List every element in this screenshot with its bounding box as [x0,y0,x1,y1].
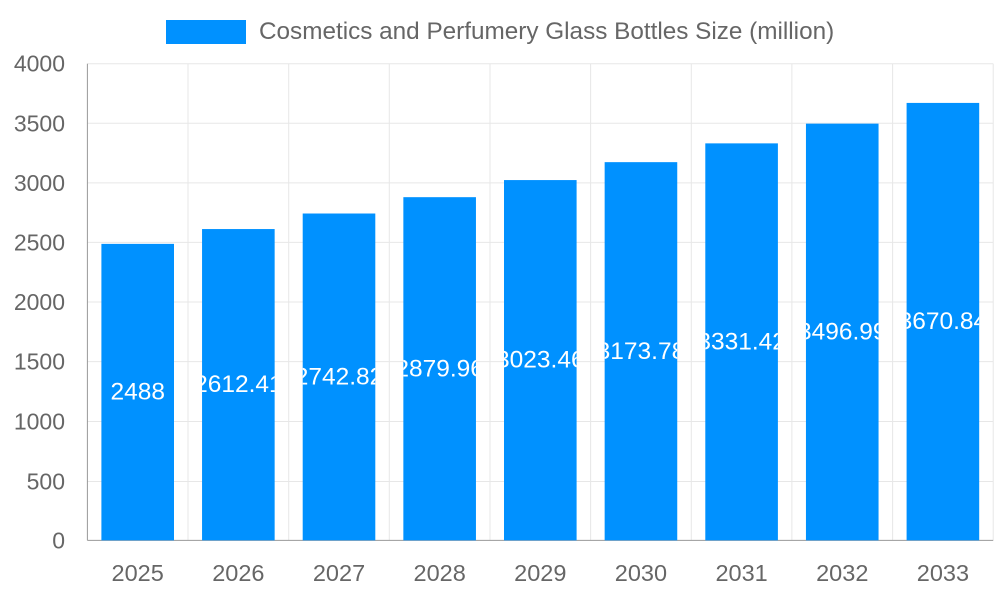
svg-text:3500: 3500 [14,110,65,136]
svg-text:2612.41: 2612.41 [194,371,283,398]
svg-text:4000: 4000 [14,51,65,77]
svg-text:2027: 2027 [313,560,365,586]
svg-text:3023.46: 3023.46 [496,347,585,374]
svg-text:2026: 2026 [212,560,264,586]
svg-text:3000: 3000 [14,170,65,196]
svg-text:1500: 1500 [14,349,65,375]
svg-text:2033: 2033 [917,560,969,586]
svg-text:2030: 2030 [615,560,667,586]
svg-text:2500: 2500 [14,229,65,255]
svg-text:3496.99: 3496.99 [798,319,887,346]
svg-text:0: 0 [52,527,65,553]
svg-text:2488: 2488 [110,379,165,406]
svg-text:2000: 2000 [14,289,65,315]
svg-text:3331.42: 3331.42 [697,328,786,355]
svg-text:3670.84: 3670.84 [899,308,988,335]
svg-text:2028: 2028 [414,560,466,586]
svg-text:2032: 2032 [816,560,868,586]
svg-text:2025: 2025 [112,560,164,586]
svg-text:500: 500 [27,469,65,495]
svg-text:2742.82: 2742.82 [295,363,384,390]
svg-text:2031: 2031 [715,560,767,586]
svg-text:2879.96: 2879.96 [395,355,484,382]
svg-text:Cosmetics and Perfumery Glass: Cosmetics and Perfumery Glass Bottles Si… [259,18,834,45]
svg-text:1000: 1000 [14,409,65,435]
svg-text:2029: 2029 [514,560,566,586]
svg-text:3173.78: 3173.78 [597,338,686,365]
